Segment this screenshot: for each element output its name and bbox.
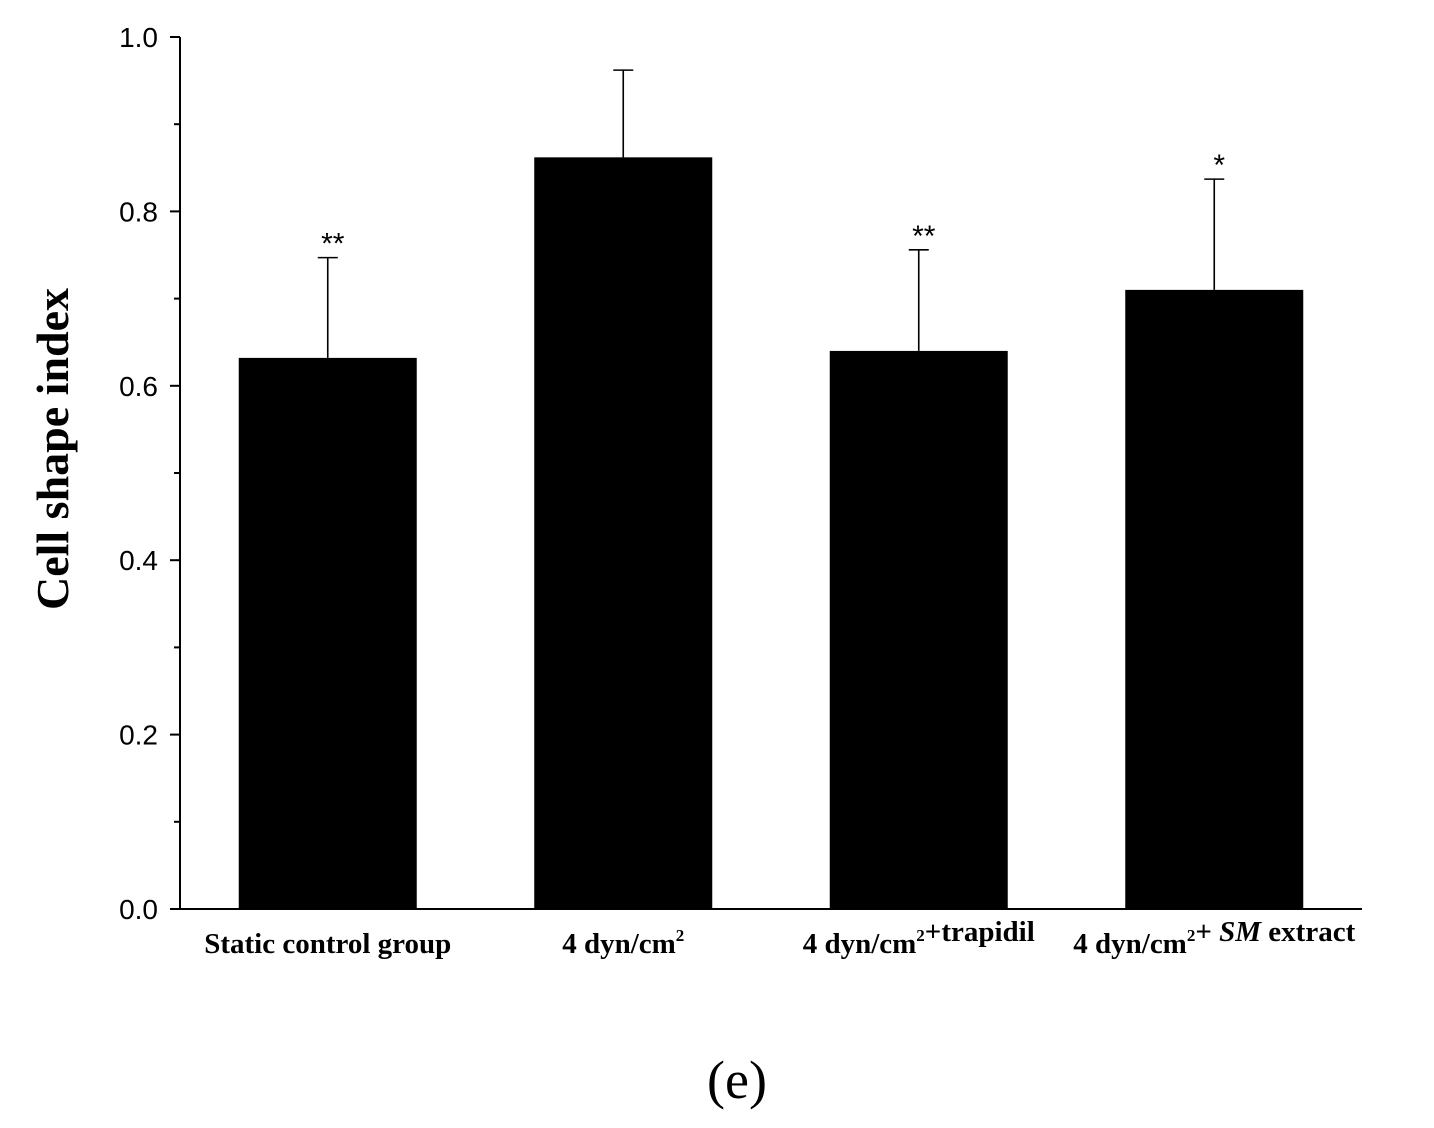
bar-3 bbox=[829, 350, 1008, 909]
category-label-2: 4 dyn/cm2 bbox=[562, 926, 684, 960]
bars-layer: ** *** bbox=[238, 69, 1304, 909]
y-tick-label-6: 1.0 bbox=[119, 22, 158, 53]
category-label-4: 4 dyn/cm2+ SM extract bbox=[1073, 916, 1355, 960]
y-tick-label-4: 0.6 bbox=[119, 371, 158, 402]
y-tick-label-2: 0.2 bbox=[119, 720, 158, 751]
category-label-1: Static control group bbox=[204, 928, 451, 960]
axes-layer: Static control group 4 dyn/cm2 4 dyn/cm2+t… bbox=[119, 22, 1362, 960]
category-label-3: 4 dyn/cm2+trapidil bbox=[803, 916, 1035, 960]
significance-label-4: * bbox=[1213, 149, 1225, 182]
significance-label-1: ** bbox=[321, 228, 345, 261]
y-tick-label-3: 0.4 bbox=[119, 545, 158, 576]
panel-label: (e) bbox=[707, 1050, 767, 1110]
y-axis-title: Cell shape index bbox=[27, 288, 78, 610]
bar-1 bbox=[238, 357, 417, 909]
significance-label-3: ** bbox=[912, 220, 936, 253]
y-tick-label-5: 0.8 bbox=[119, 196, 158, 227]
bar-4 bbox=[1125, 289, 1304, 909]
y-tick-label-1: 0.0 bbox=[119, 894, 158, 925]
bar-2 bbox=[534, 157, 713, 909]
